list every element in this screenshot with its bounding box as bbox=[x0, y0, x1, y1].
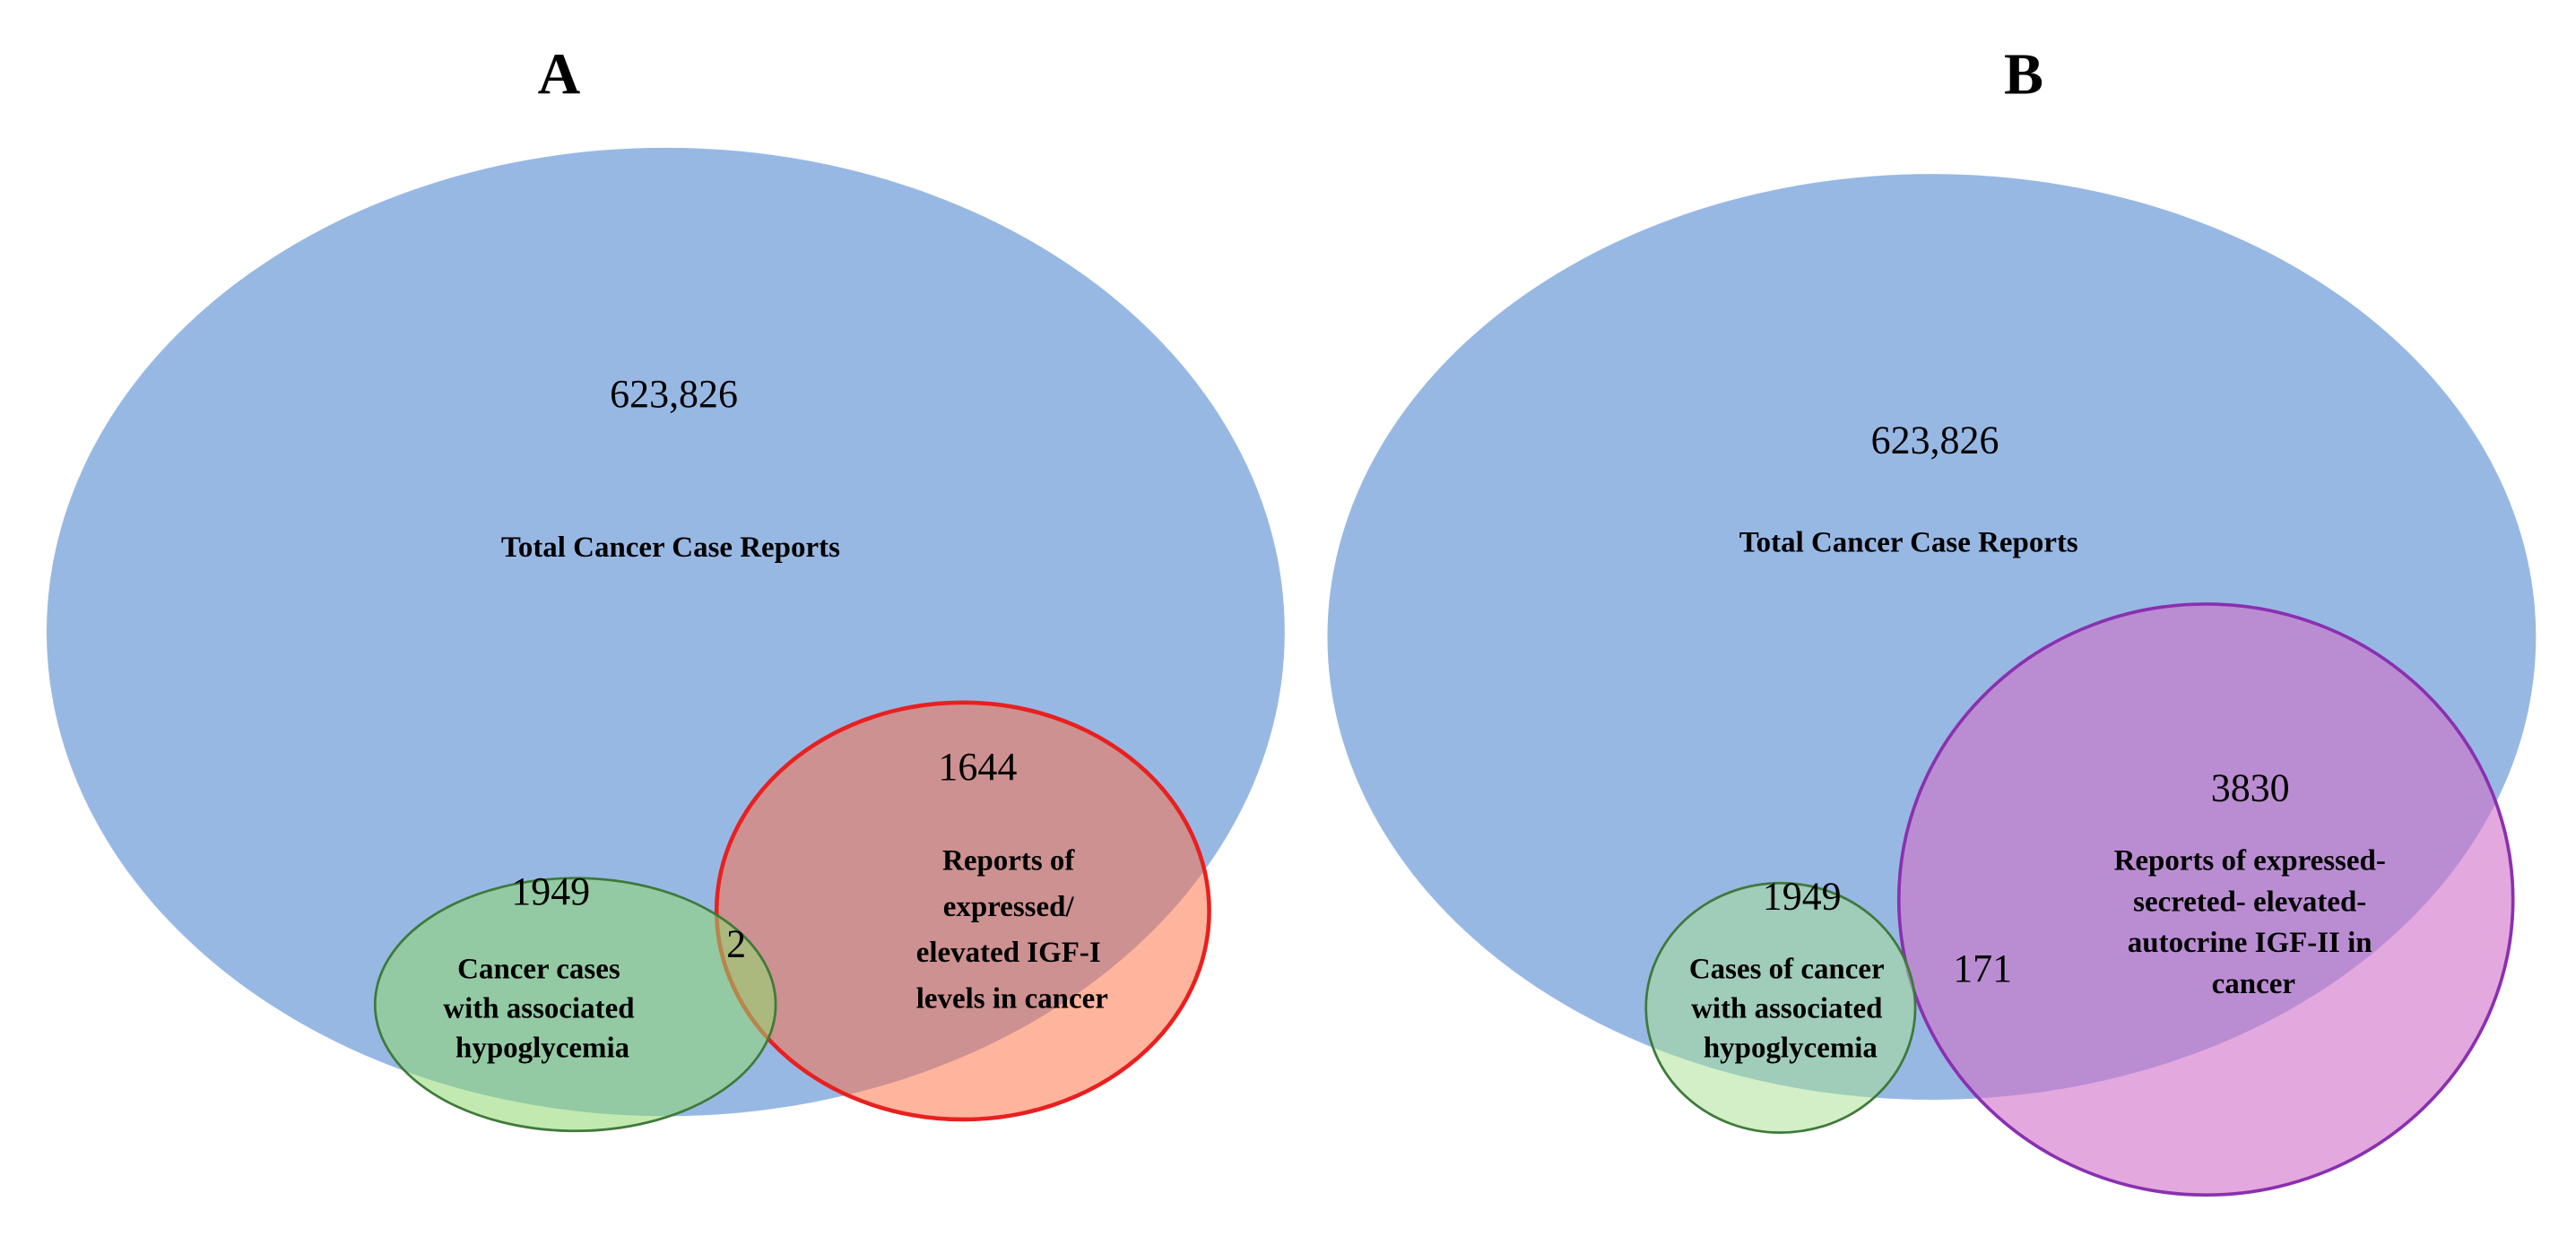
hypoglycemia-count-b: 1949 bbox=[1763, 875, 1842, 919]
total-label-b: Total Cancer Case Reports bbox=[1739, 526, 2078, 558]
igf2-circle bbox=[1896, 602, 2515, 1197]
hypoglycemia-count-a: 1949 bbox=[511, 869, 590, 913]
hypoglycemia-label-a: Cancer cases with associated hypoglycemi… bbox=[443, 953, 642, 1064]
panel-a: A 623,826 Total Cancer Case Reports 1644… bbox=[47, 41, 1285, 1133]
hypoglycemia-ellipse-a bbox=[373, 877, 777, 1133]
panel-a-title: A bbox=[538, 41, 581, 107]
hypoglycemia-ellipse-b bbox=[1644, 881, 1917, 1134]
total-count-a: 623,826 bbox=[610, 372, 738, 416]
panel-b-title: B bbox=[2004, 41, 2043, 107]
total-count-b: 623,826 bbox=[1871, 418, 1999, 462]
igf1-count: 1644 bbox=[938, 745, 1017, 789]
igf2-count: 3830 bbox=[2211, 766, 2290, 810]
igf2-label: Reports of expressed- secreted- elevated… bbox=[2114, 845, 2394, 1000]
panel-b: B 623,826 Total Cancer Case Reports 3830… bbox=[1327, 41, 2537, 1197]
hypoglycemia-label-b: Cases of cancer with associated hypoglyc… bbox=[1689, 953, 1892, 1064]
total-label-a: Total Cancer Case Reports bbox=[501, 532, 840, 564]
overlap-count-a: 2 bbox=[726, 922, 746, 966]
overlap-count-b: 171 bbox=[1953, 946, 2012, 990]
igf1-label: Reports of expressed/ elevated IGF-I lev… bbox=[916, 845, 1108, 1016]
igf1-circle bbox=[714, 700, 1211, 1122]
